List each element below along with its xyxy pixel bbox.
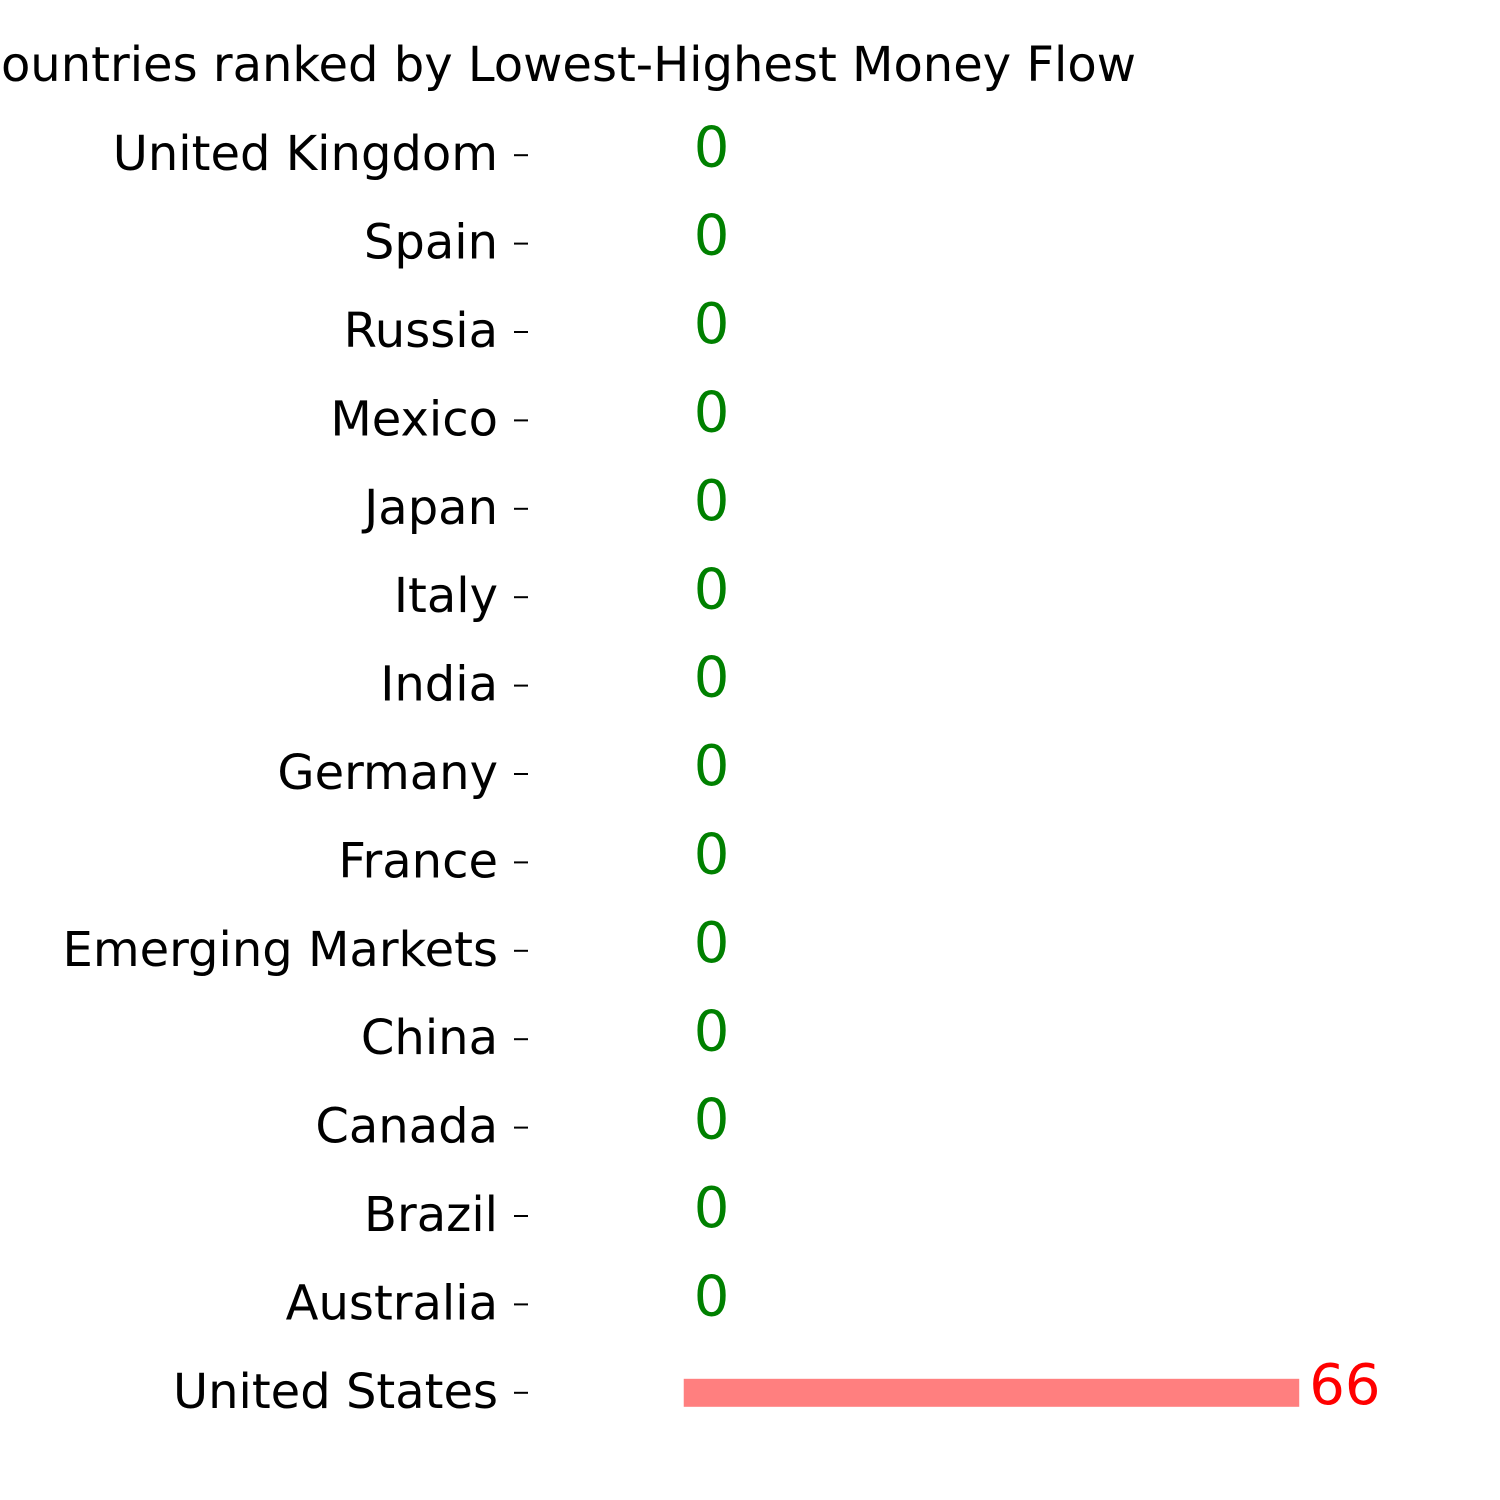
y-tick-label: China — [361, 1010, 498, 1066]
value-label: 0 — [694, 911, 730, 976]
value-label: 0 — [694, 1088, 730, 1153]
value-label: 66 — [1309, 1353, 1380, 1418]
bar — [683, 1378, 1300, 1407]
value-label: 0 — [694, 999, 730, 1064]
value-label: 0 — [694, 292, 730, 357]
value-label: 0 — [694, 734, 730, 799]
value-label: 0 — [694, 469, 730, 534]
y-tick-label: Italy — [394, 568, 498, 624]
y-tick-label: France — [338, 833, 498, 889]
y-tick-label: Mexico — [330, 391, 498, 447]
y-tick-label: Emerging Markets — [63, 922, 498, 978]
y-tick-label: India — [380, 657, 498, 713]
value-label: 0 — [694, 1176, 730, 1241]
value-label: 0 — [694, 204, 730, 269]
y-tick-label: United States — [173, 1364, 498, 1420]
value-label: 0 — [694, 1265, 730, 1330]
value-label: 0 — [694, 115, 730, 180]
y-tick-label: Germany — [277, 745, 498, 801]
value-label: 0 — [694, 381, 730, 446]
value-label: 0 — [694, 646, 730, 711]
y-tick-label: United Kingdom — [113, 126, 498, 182]
y-tick-label: Russia — [344, 303, 498, 359]
chart-title: Countries ranked by Lowest-Highest Money… — [0, 37, 1136, 93]
y-tick-label: Spain — [364, 215, 498, 271]
value-label: 0 — [694, 823, 730, 888]
y-tick-label: Canada — [315, 1099, 498, 1155]
y-tick-label: Japan — [361, 480, 498, 536]
value-label: 0 — [694, 557, 730, 622]
y-tick-label: Brazil — [364, 1187, 498, 1243]
y-tick-label: Australia — [286, 1275, 498, 1331]
